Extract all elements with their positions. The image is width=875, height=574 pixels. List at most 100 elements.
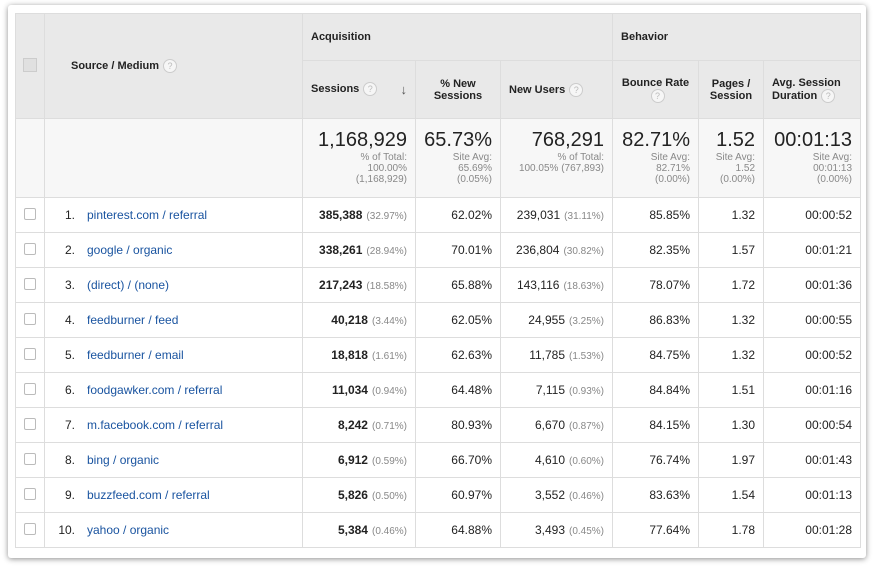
total-pct-new: 65.73% <box>424 129 492 151</box>
source-link[interactable]: m.facebook.com / referral <box>87 418 224 432</box>
duration-cell: 00:00:55 <box>763 302 862 338</box>
new-users-value: 3,493 <box>534 523 565 537</box>
behavior-group-header: Behavior <box>612 13 862 61</box>
new-users-cell: 3,552 (0.46%) <box>499 477 614 513</box>
row-checkbox[interactable] <box>24 382 36 395</box>
table-row: 5. feedburner / email 18,818 (1.61%) 62.63… <box>15 337 862 373</box>
acquisition-group-header: Acquisition <box>301 13 614 61</box>
sessions-header[interactable]: Sessions? ↓ <box>302 60 416 119</box>
avg-label: Site Avg: <box>715 152 756 163</box>
bounce-rate-label: Bounce Rate <box>621 76 690 89</box>
sessions-cell: 40,218 (3.44%) <box>302 302 416 338</box>
new-users-pct: (0.87%) <box>569 421 605 432</box>
row-checkbox[interactable] <box>24 277 36 290</box>
help-icon[interactable]: ? <box>650 88 665 103</box>
new-users-value: 236,804 <box>516 243 560 257</box>
sort-desc-icon[interactable]: ↓ <box>400 82 408 97</box>
sessions-cell: 338,261 (28.94%) <box>302 232 416 268</box>
sessions-pct: (32.97%) <box>366 211 407 222</box>
table-row: 9. buzzfeed.com / referral 5,826 (0.50%) 6… <box>15 477 862 513</box>
row-checkbox-cell <box>15 407 45 443</box>
sessions-value: 18,818 <box>331 348 368 362</box>
row-checkbox[interactable] <box>24 207 36 220</box>
sessions-pct: (0.46%) <box>371 526 407 537</box>
source-link[interactable]: (direct) / (none) <box>87 278 170 292</box>
source-cell: 3. (direct) / (none) <box>44 267 303 303</box>
pages-cell: 1.57 <box>698 232 765 268</box>
avg-diff: (0.00%) <box>817 174 853 185</box>
new-users-cell: 143,116 (18.63%) <box>499 267 614 303</box>
pages-session-header[interactable]: Pages / Session <box>698 60 765 119</box>
source-link[interactable]: foodgawker.com / referral <box>87 383 223 397</box>
bounce-cell: 83.63% <box>612 477 700 513</box>
total-label: % of Total: <box>557 152 605 163</box>
bounce-cell: 84.15% <box>612 407 700 443</box>
sessions-value: 217,243 <box>319 278 363 292</box>
select-all-checkbox[interactable] <box>23 57 37 72</box>
row-index: 2. <box>64 243 75 257</box>
new-users-cell: 11,785 (1.53%) <box>499 337 614 373</box>
new-users-header[interactable]: New Users? <box>499 60 614 119</box>
row-index: 10. <box>58 523 75 537</box>
source-link[interactable]: buzzfeed.com / referral <box>87 488 210 502</box>
sessions-pct: (0.59%) <box>371 456 407 467</box>
source-medium-table: Source / Medium? Acquisition Behavior Se… <box>15 13 862 548</box>
row-checkbox[interactable] <box>24 522 36 535</box>
row-checkbox[interactable] <box>24 242 36 255</box>
row-checkbox[interactable] <box>24 312 36 325</box>
row-checkbox[interactable] <box>24 487 36 500</box>
new-users-pct: (0.93%) <box>569 386 605 397</box>
sessions-pct: (18.58%) <box>366 281 407 292</box>
source-link[interactable]: pinterest.com / referral <box>87 208 208 222</box>
source-link[interactable]: feedburner / feed <box>87 313 179 327</box>
source-link[interactable]: bing / organic <box>87 453 160 467</box>
duration-cell: 00:01:13 <box>763 477 862 513</box>
help-icon[interactable]: ? <box>569 82 584 97</box>
bounce-cell: 85.85% <box>612 197 700 233</box>
pct-new-cell: 62.02% <box>415 197 501 233</box>
pct-new-cell: 64.88% <box>415 512 501 548</box>
sessions-value: 11,034 <box>331 383 368 397</box>
new-users-pct: (0.60%) <box>569 456 605 467</box>
row-index: 7. <box>64 418 75 432</box>
report-frame: Source / Medium? Acquisition Behavior Se… <box>8 5 866 558</box>
duration-cell: 00:01:16 <box>763 372 862 408</box>
total-sessions: 1,168,929 <box>318 129 407 151</box>
avg-session-duration-header[interactable]: Avg. Session Duration? <box>763 60 862 119</box>
source-cell: 6. foodgawker.com / referral <box>44 372 303 408</box>
source-link[interactable]: feedburner / email <box>87 348 184 362</box>
table-row: 3. (direct) / (none) 217,243 (18.58%) 65.8… <box>15 267 862 303</box>
totals-row: 1,168,929% of Total: 100.00% (1,168,929) 6… <box>15 118 862 198</box>
source-cell: 2. google / organic <box>44 232 303 268</box>
new-users-cell: 3,493 (0.45%) <box>499 512 614 548</box>
new-users-value: 11,785 <box>529 348 565 362</box>
duration-cell: 00:00:52 <box>763 197 862 233</box>
row-checkbox[interactable] <box>24 417 36 430</box>
select-all-cell <box>15 13 45 119</box>
sessions-cell: 6,912 (0.59%) <box>302 442 416 478</box>
row-checkbox[interactable] <box>24 452 36 465</box>
new-users-cell: 6,670 (0.87%) <box>499 407 614 443</box>
pct-new-sessions-header[interactable]: % New Sessions <box>415 60 501 119</box>
sessions-cell: 217,243 (18.58%) <box>302 267 416 303</box>
row-checkbox-cell <box>15 267 45 303</box>
pct-new-cell: 62.05% <box>415 302 501 338</box>
bounce-cell: 76.74% <box>612 442 700 478</box>
help-icon[interactable]: ? <box>363 82 378 96</box>
source-medium-header[interactable]: Source / Medium? <box>44 13 303 119</box>
bounce-cell: 77.64% <box>612 512 700 548</box>
bounce-rate-header[interactable]: Bounce Rate? <box>612 60 700 119</box>
pct-new-cell: 80.93% <box>415 407 501 443</box>
row-checkbox-cell <box>15 302 45 338</box>
source-link[interactable]: yahoo / organic <box>87 523 170 537</box>
help-icon[interactable]: ? <box>821 88 836 103</box>
help-icon[interactable]: ? <box>163 59 178 73</box>
row-checkbox[interactable] <box>24 347 36 360</box>
new-users-value: 7,115 <box>535 383 565 397</box>
duration-cell: 00:01:21 <box>763 232 862 268</box>
new-users-cell: 4,610 (0.60%) <box>499 442 614 478</box>
new-users-pct: (0.46%) <box>569 491 605 502</box>
source-link[interactable]: google / organic <box>87 243 173 257</box>
avg-value: 82.71% <box>656 163 691 174</box>
sessions-value: 5,384 <box>337 523 368 537</box>
